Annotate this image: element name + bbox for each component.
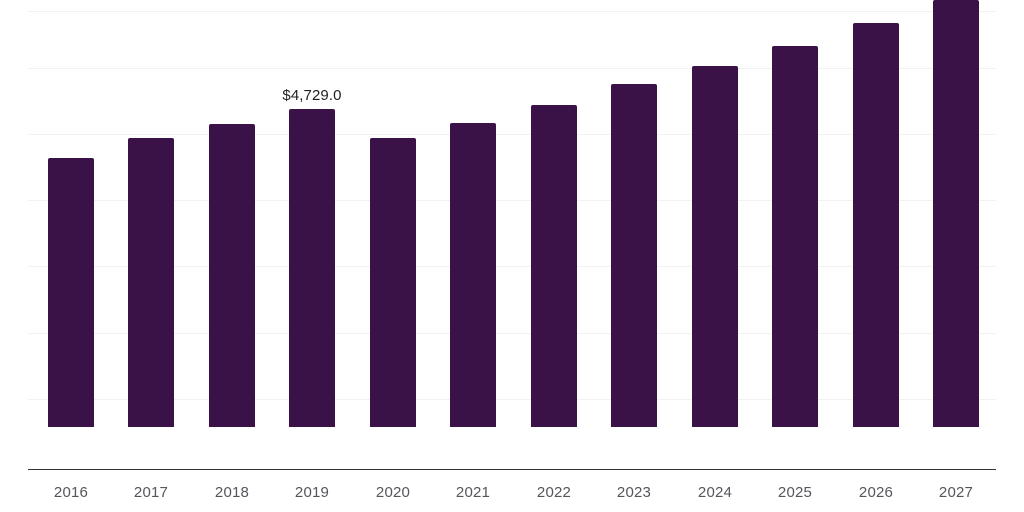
x-tick-label-2024: 2024 xyxy=(697,484,733,501)
bar-group-2026[interactable] xyxy=(853,23,899,427)
bar-group-2019[interactable]: $4,729.0 xyxy=(282,87,342,427)
x-tick-label-2020: 2020 xyxy=(375,484,411,501)
bar-2027[interactable] xyxy=(933,0,979,427)
bar-2018[interactable] xyxy=(209,124,255,427)
x-tick-label-2021: 2021 xyxy=(455,484,491,501)
bar-group-2023[interactable] xyxy=(611,84,657,427)
bar-2017[interactable] xyxy=(128,138,174,427)
bar-2021[interactable] xyxy=(450,123,496,427)
bar-group-2017[interactable] xyxy=(128,138,174,427)
x-tick-label-2019: 2019 xyxy=(294,484,330,501)
x-axis-line xyxy=(28,469,996,470)
x-tick-label-2017: 2017 xyxy=(133,484,169,501)
x-tick-label-2025: 2025 xyxy=(777,484,813,501)
bar-group-2020[interactable] xyxy=(370,138,416,427)
bar-2023[interactable] xyxy=(611,84,657,427)
bar-group-2027[interactable]: $6,398.8 xyxy=(933,0,979,427)
x-tick-label-2018: 2018 xyxy=(214,484,250,501)
x-tick-label-2026: 2026 xyxy=(858,484,894,501)
bar-2022[interactable] xyxy=(531,105,577,427)
bar-2026[interactable] xyxy=(853,23,899,427)
bar-group-2018[interactable] xyxy=(209,124,255,427)
bar-group-2016[interactable] xyxy=(48,158,94,427)
bars-layer: $4,729.0 xyxy=(48,0,979,427)
bar-value-label-2019: $4,729.0 xyxy=(282,87,342,104)
x-tick-label-2027: 2027 xyxy=(938,484,974,501)
bar-2016[interactable] xyxy=(48,158,94,427)
bar-2019[interactable] xyxy=(289,109,335,427)
x-tick-label-2023: 2023 xyxy=(616,484,652,501)
bar-group-2025[interactable] xyxy=(772,46,818,427)
bar-group-2021[interactable] xyxy=(450,123,496,427)
x-axis-tick-labels: 2016 2017 2018 2019 2020 2021 2022 2023 … xyxy=(0,484,1024,512)
bar-2025[interactable] xyxy=(772,46,818,427)
bar-2024[interactable] xyxy=(692,66,738,427)
x-tick-label-2022: 2022 xyxy=(536,484,572,501)
bar-group-2022[interactable] xyxy=(531,105,577,427)
bar-2020[interactable] xyxy=(370,138,416,427)
bar-group-2024[interactable] xyxy=(692,66,738,427)
x-tick-label-2016: 2016 xyxy=(53,484,89,501)
